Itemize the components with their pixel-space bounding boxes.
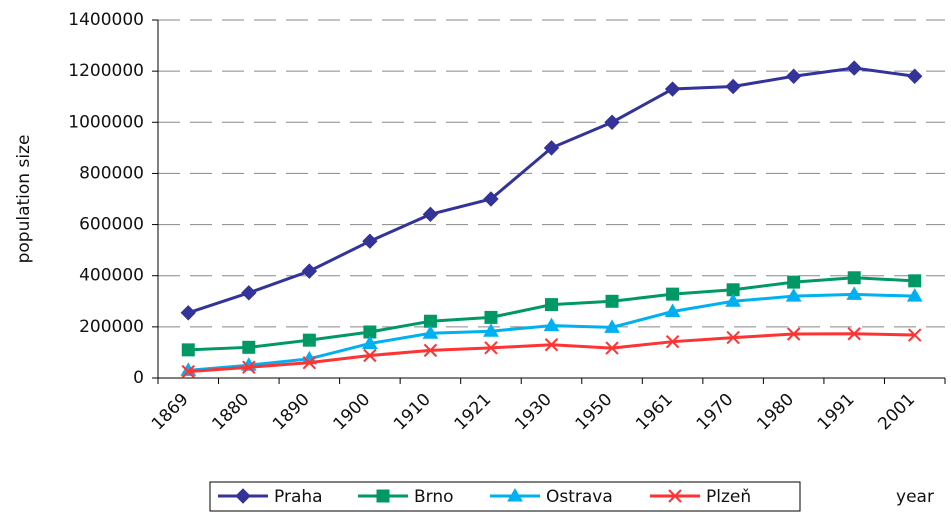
x-tick-label: 1890 — [269, 390, 314, 435]
marker — [847, 271, 861, 285]
marker — [666, 287, 680, 301]
x-tick-label: 1970 — [693, 390, 738, 435]
marker — [847, 327, 861, 341]
marker — [362, 335, 378, 349]
marker — [543, 140, 560, 156]
marker — [664, 303, 681, 318]
marker — [846, 286, 863, 300]
x-tick-label: 1991 — [814, 390, 859, 435]
marker — [423, 343, 438, 358]
marker — [664, 81, 681, 97]
marker — [362, 233, 378, 249]
marker — [235, 488, 251, 504]
marker — [908, 274, 922, 288]
y-tick-label: 800000 — [79, 163, 144, 183]
legend-label: Praha — [274, 487, 323, 507]
x-tick-label: 1980 — [753, 390, 798, 435]
marker — [484, 310, 498, 324]
marker — [605, 341, 619, 355]
legend-label: Plzeň — [706, 487, 751, 507]
marker — [785, 68, 802, 84]
legend-label: Ostrava — [546, 487, 613, 507]
marker — [605, 294, 619, 308]
marker — [604, 319, 620, 333]
marker — [604, 114, 620, 130]
y-tick-label: 1000000 — [68, 112, 144, 132]
marker — [363, 348, 377, 363]
marker — [302, 355, 317, 370]
legend: Praha Brno Ostrava Plzeň — [209, 481, 801, 512]
marker — [544, 338, 559, 352]
x-tick-label: 1869 — [148, 390, 193, 435]
marker — [668, 489, 682, 503]
marker — [180, 305, 196, 321]
marker — [907, 68, 923, 84]
y-tick-label: 0 — [133, 368, 144, 388]
marker — [302, 333, 316, 347]
marker — [242, 340, 256, 354]
marker — [507, 488, 523, 502]
marker — [483, 191, 499, 207]
series-line — [188, 276, 915, 352]
x-axis-label: year — [896, 487, 934, 507]
marker — [908, 328, 922, 342]
marker — [422, 206, 439, 223]
marker — [181, 343, 195, 357]
marker — [786, 327, 801, 341]
series-line — [188, 332, 915, 374]
marker — [785, 288, 802, 302]
y-axis-label: population size — [14, 135, 34, 264]
marker — [725, 78, 741, 95]
x-tick-label: 1910 — [390, 390, 435, 435]
x-tick-label: 1950 — [572, 390, 617, 435]
x-tick-label: 2001 — [874, 390, 919, 435]
marker — [726, 330, 740, 345]
marker — [543, 317, 560, 332]
marker — [665, 334, 680, 349]
x-tick-label: 1961 — [632, 390, 677, 435]
y-tick-label: 1400000 — [68, 10, 144, 30]
x-tick-label: 1930 — [511, 390, 556, 435]
marker — [422, 325, 439, 339]
marker — [906, 288, 923, 302]
marker — [181, 364, 195, 379]
y-tick-label: 200000 — [79, 317, 144, 337]
marker — [241, 285, 257, 301]
y-tick-label: 1200000 — [68, 61, 144, 81]
marker — [725, 293, 741, 307]
x-tick-label: 1880 — [208, 390, 253, 435]
marker — [484, 341, 498, 355]
x-tick-label: 1921 — [451, 390, 496, 435]
marker — [545, 298, 558, 312]
y-tick-label: 600000 — [79, 215, 144, 235]
marker — [483, 323, 499, 337]
marker — [787, 275, 801, 289]
x-tick-label: 1900 — [330, 390, 375, 435]
marker — [301, 263, 318, 279]
marker — [242, 360, 256, 374]
marker — [846, 60, 862, 76]
legend-label: Brno — [414, 487, 454, 507]
marker — [376, 489, 390, 503]
y-tick-label: 400000 — [79, 266, 144, 286]
